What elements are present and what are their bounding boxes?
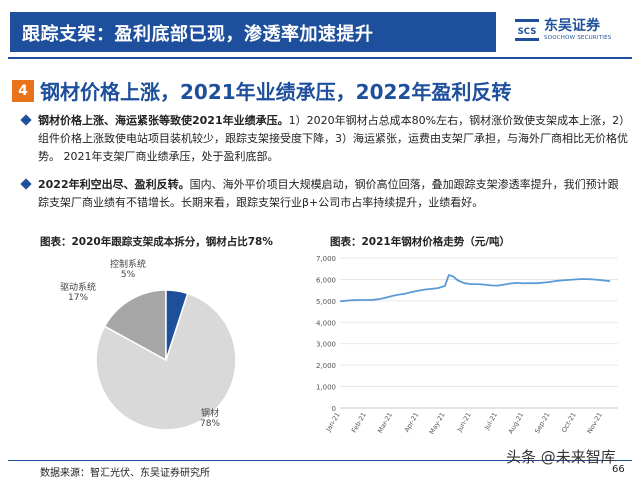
pie-label-control: 控制系统 5%	[110, 257, 146, 280]
diamond-bullet-icon	[20, 178, 32, 190]
header-divider	[8, 57, 632, 59]
series-line	[339, 274, 611, 303]
company-logo: SCS 东吴证券 SOOCHOW SECURITIES	[514, 14, 632, 50]
bullet-2-lead: 2022年利空出尽、盈利反转。	[38, 178, 190, 191]
x-tick-label: Jun-21	[455, 411, 473, 434]
x-tick-label: Jul-21	[482, 411, 499, 432]
title-bar: 跟踪支架：盈利底部已现，渗透率加速提升	[10, 12, 496, 52]
y-tick-label: 0	[332, 405, 336, 413]
pie-slice-1	[103, 289, 167, 362]
bullet-1-lead: 钢材价格上涨、海运紧张等致使2021年业绩承压。	[38, 114, 289, 127]
pie-slice-2	[165, 289, 189, 361]
logo-name-cn: 东吴证券	[544, 18, 600, 34]
pie-label-steel: 钢材 78%	[200, 406, 220, 429]
x-tick-label: Feb-21	[350, 411, 368, 434]
y-tick-label: 1,000	[316, 384, 336, 392]
pie-chart: 控制系统 5% 驱动系统 17% 钢材 78%	[60, 250, 280, 450]
header: 跟踪支架：盈利底部已现，渗透率加速提升 SCS 东吴证券 SOOCHOW SEC…	[0, 0, 640, 58]
page-title: 跟踪支架：盈利底部已现，渗透率加速提升	[22, 24, 374, 45]
bullet-1-body: 1）2020年钢材占总成本80%左右，钢材涨价致使支架成本上涨，2）组件价格上涨…	[38, 114, 628, 163]
x-tick-label: Mar-21	[376, 411, 394, 434]
line-chart-svg: 0 1,000 2,000 3,000 4,000 5,000 6,000 7,000 Jan-…	[316, 255, 618, 436]
pie-chart-svg	[95, 289, 237, 431]
pie-label-drive-value: 17%	[68, 293, 89, 303]
x-tick-label: Nov-21	[585, 411, 603, 435]
y-tick-label: 7,000	[316, 255, 336, 263]
section-title: 钢材价格上涨，2021年业绩承压，2022年盈利反转	[40, 80, 512, 104]
logo-name-en: SOOCHOW SECURITIES	[544, 35, 612, 41]
x-tick-label: May-21	[428, 411, 447, 436]
bullet-2: 2022年利空出尽、盈利反转。国内、海外平价项目大规模启动，钢价高位回落，叠加跟…	[20, 176, 628, 212]
logo-mark-icon: SCS	[515, 19, 539, 41]
line-chart-title: 图表：2021年钢材价格走势（元/吨）	[330, 236, 511, 248]
y-tick-label: 5,000	[316, 298, 336, 306]
bullet-1: 钢材价格上涨、海运紧张等致使2021年业绩承压。1）2020年钢材占总成本80%…	[20, 112, 628, 166]
pie-label-control-value: 5%	[120, 270, 136, 280]
y-tick-label: 4,000	[316, 319, 336, 327]
pie-slice-0	[95, 292, 237, 431]
y-tick-label: 2,000	[316, 362, 336, 370]
x-tick-label: Oct-21	[560, 411, 578, 434]
y-tick-label: 6,000	[316, 276, 336, 284]
pie-label-control-name: 控制系统	[110, 260, 147, 270]
page-number: 66	[612, 464, 625, 475]
x-tick-label: Aug-21	[507, 411, 526, 435]
pie-chart-title: 图表：2020年跟踪支架成本拆分，钢材占比78%	[40, 236, 273, 248]
pie-label-drive: 驱动系统 17%	[60, 280, 96, 303]
footer-divider	[8, 460, 632, 461]
pie-label-steel-name: 钢材	[201, 409, 220, 419]
data-source: 数据来源：智汇光伏、东吴证券研究所	[40, 468, 210, 479]
line-chart: 0 1,000 2,000 3,000 4,000 5,000 6,000 7,000 Jan-…	[306, 250, 636, 450]
x-tick-label: Jan-21	[324, 411, 342, 434]
x-tick-label: Apr-21	[403, 411, 421, 434]
y-tick-label: 3,000	[316, 341, 336, 349]
bullet-2-body: 国内、海外平价项目大规模启动，钢价高位回落，叠加跟踪支架渗透率提升，我们预计跟踪…	[38, 178, 619, 209]
x-tick-label: Sep-21	[533, 411, 551, 435]
pie-label-steel-value: 78%	[200, 419, 221, 429]
pie-label-drive-name: 驱动系统	[60, 283, 97, 293]
logo-mark-text: SCS	[518, 27, 537, 37]
diamond-bullet-icon	[20, 114, 32, 126]
section-number: 4	[12, 80, 34, 102]
watermark: 头条 @未来智库	[506, 448, 616, 466]
